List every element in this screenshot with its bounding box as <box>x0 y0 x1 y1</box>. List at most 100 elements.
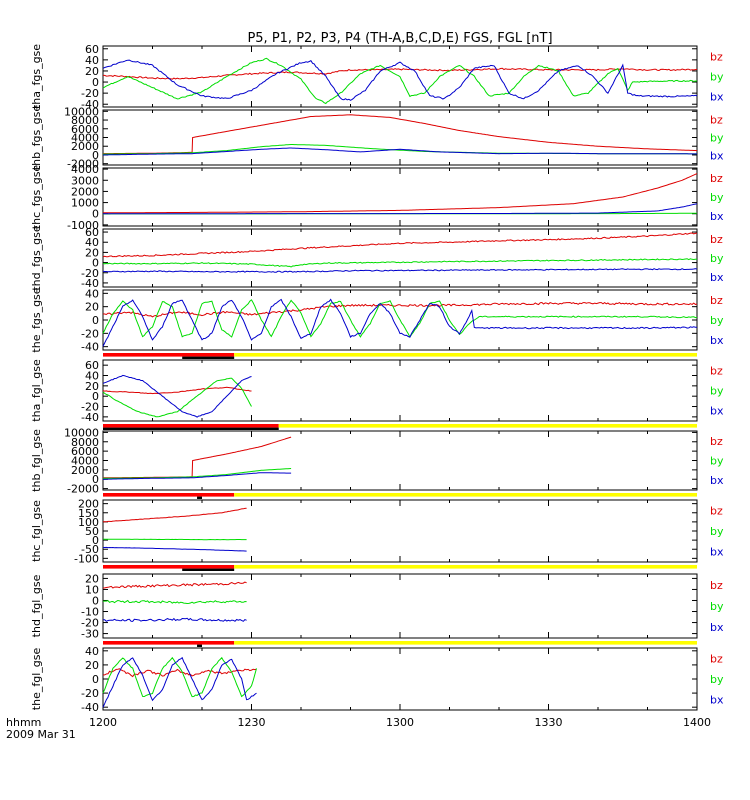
legend-by: by <box>710 314 724 327</box>
legend-by: by <box>710 525 724 538</box>
panel-frame <box>102 167 698 227</box>
y-tick-label: -40 <box>81 701 99 714</box>
y-tick-label: 20 <box>85 65 99 78</box>
y-tick-label: 50 <box>85 525 99 538</box>
y-tick-label: -40 <box>81 277 99 290</box>
y-tick-label: -30 <box>81 628 99 641</box>
legend-bz: bz <box>710 435 723 448</box>
y-tick-label: 40 <box>85 287 99 300</box>
legend-bx: bx <box>710 405 724 418</box>
legend-bx: bx <box>710 545 724 558</box>
y-axis-label: thb_fgs_gse <box>30 105 43 171</box>
y-axis-label: the_fgl_gse <box>30 648 43 711</box>
y-tick-label: 0 <box>92 149 99 162</box>
y-tick-label: -2000 <box>67 158 99 171</box>
series-line-by <box>102 377 252 418</box>
panel-frame <box>102 228 698 288</box>
state-bar-black <box>103 427 279 430</box>
x-tick-label: 1230 <box>238 716 266 729</box>
y-tick-label: 0 <box>92 390 99 403</box>
y-axis-label: the_fgs_gse <box>30 287 43 352</box>
y-tick-label: -10 <box>81 606 99 619</box>
series-line-by <box>102 258 698 268</box>
series-line-bx <box>102 147 697 156</box>
y-tick-label: 4000 <box>71 163 99 176</box>
y-tick-label: -20 <box>81 267 99 280</box>
x-tick-label: 1330 <box>535 716 563 729</box>
y-tick-label: 0 <box>92 473 99 486</box>
y-tick-label: -40 <box>81 411 99 424</box>
state-bar-red <box>103 493 235 497</box>
y-tick-label: -20 <box>81 687 99 700</box>
series-line-bx <box>103 203 698 215</box>
state-bar <box>103 641 698 647</box>
y-axis-label: thd_fgl_gse <box>30 574 43 637</box>
state-bar-yellow <box>234 493 698 497</box>
y-axis-label: thd_fgs_gse <box>30 225 43 291</box>
y-tick-label: -20 <box>81 87 99 100</box>
legend-bx: bx <box>710 693 724 706</box>
state-bar-red <box>103 641 235 645</box>
series-line-bx <box>102 59 698 101</box>
series-line-by <box>102 538 247 541</box>
series-line-bz <box>103 436 292 479</box>
legend-bz: bz <box>710 233 723 246</box>
y-tick-label: 8000 <box>71 114 99 127</box>
y-axis-label: thb_fgl_gse <box>30 429 43 492</box>
y-tick-label: 100 <box>78 516 99 529</box>
series-line-by <box>102 599 247 605</box>
y-tick-label: 20 <box>85 572 99 585</box>
y-tick-label: 20 <box>85 301 99 314</box>
y-tick-label: 2000 <box>71 464 99 477</box>
series-line-bx <box>102 268 698 273</box>
legend-bz: bz <box>710 50 723 63</box>
legend-bz: bz <box>710 364 723 377</box>
legend-bz: bz <box>710 113 723 126</box>
series-line-by <box>103 468 292 479</box>
legend-by: by <box>710 600 724 613</box>
legend-by: by <box>710 385 724 398</box>
y-tick-label: 3000 <box>71 174 99 187</box>
y-tick-label: 0 <box>92 208 99 221</box>
y-tick-label: 0 <box>92 673 99 686</box>
y-tick-label: 8000 <box>71 436 99 449</box>
legend-by: by <box>710 455 724 468</box>
y-tick-label: 10 <box>85 583 99 596</box>
y-tick-label: 1000 <box>71 197 99 210</box>
y-tick-label: 40 <box>85 645 99 658</box>
legend-bx: bx <box>710 210 724 223</box>
series-line-bx <box>102 374 252 418</box>
series-line-by <box>102 656 257 698</box>
series-line-bz <box>103 173 698 214</box>
legend-bx: bx <box>710 621 724 634</box>
y-tick-label: 40 <box>85 54 99 67</box>
y-tick-label: -20 <box>81 401 99 414</box>
y-tick-label: 0 <box>92 534 99 547</box>
y-tick-label: 20 <box>85 380 99 393</box>
state-bar-red <box>103 424 279 428</box>
y-tick-label: 20 <box>85 246 99 259</box>
legend-bz: bz <box>710 653 723 666</box>
state-bar-red <box>103 353 235 357</box>
series-line-bz <box>103 668 257 678</box>
series-line-bx <box>102 617 247 622</box>
legend-by: by <box>710 673 724 686</box>
series-line-bx <box>103 472 292 480</box>
y-tick-label: 20 <box>85 659 99 672</box>
panel-frame <box>102 573 698 639</box>
legend-bx: bx <box>710 150 724 163</box>
y-tick-label: 60 <box>85 226 99 239</box>
series-line-by <box>102 299 698 338</box>
series-line-bz <box>102 114 698 155</box>
y-axis-label: thc_fgs_gse <box>30 165 43 230</box>
